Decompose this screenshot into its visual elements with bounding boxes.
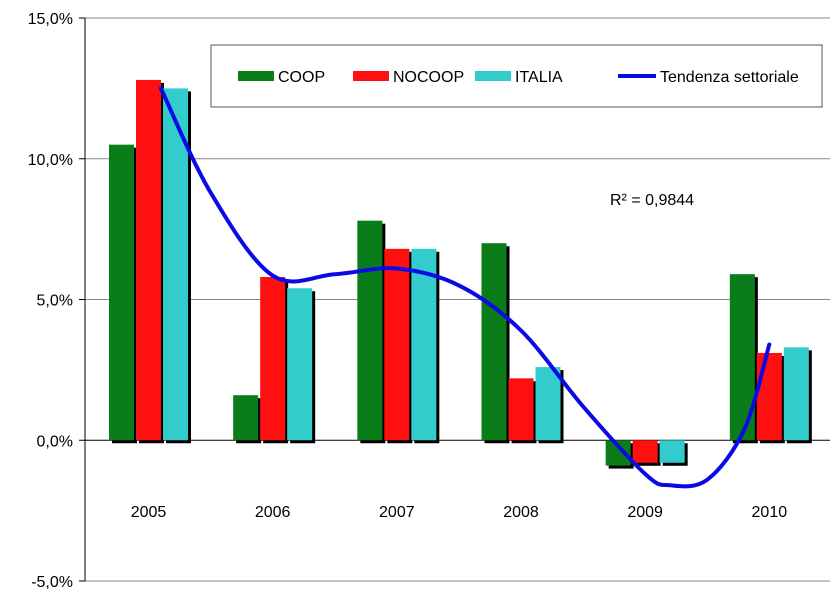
bar-nocoop xyxy=(632,440,658,463)
legend-label: ITALIA xyxy=(515,69,563,86)
bar-italia xyxy=(535,367,561,441)
bar-italia xyxy=(411,248,437,441)
x-tick-label: 2006 xyxy=(255,504,291,521)
bar-nocoop xyxy=(384,248,410,441)
y-tick-label: 10,0% xyxy=(28,152,73,169)
bar-nocoop xyxy=(136,79,161,441)
y-tick-label: 0,0% xyxy=(37,433,73,450)
bar-coop xyxy=(109,144,134,441)
trend-line xyxy=(158,86,772,489)
r-squared-annotation: R² = 0,9844 xyxy=(610,192,694,209)
gridlines xyxy=(85,17,830,582)
x-tick-label: 2008 xyxy=(503,504,539,521)
x-tick-label: 2007 xyxy=(379,504,415,521)
trend-curve xyxy=(158,86,772,489)
legend-swatch xyxy=(353,71,389,81)
legend-swatch xyxy=(238,71,274,81)
bar-coop xyxy=(357,220,383,441)
x-tick-label: 2009 xyxy=(627,504,663,521)
bar-coop xyxy=(481,243,507,441)
bar-italia xyxy=(659,440,685,463)
y-tick-label: 5,0% xyxy=(37,293,73,310)
legend-box xyxy=(210,44,823,108)
bar-coop xyxy=(233,395,259,441)
legend-label: Tendenza settoriale xyxy=(660,69,799,86)
bar-nocoop xyxy=(260,276,286,441)
y-tick-label: 15,0% xyxy=(28,11,73,28)
legend-swatch xyxy=(475,71,511,81)
legend-label: NOCOOP xyxy=(393,69,464,86)
bar-italia xyxy=(783,347,809,441)
bar-nocoop xyxy=(508,378,534,441)
bars xyxy=(109,79,812,469)
y-tick-label: -5,0% xyxy=(31,574,73,591)
x-tick-label: 2005 xyxy=(131,504,167,521)
legend-label: COOP xyxy=(278,69,325,86)
x-tick-label: 2010 xyxy=(752,504,788,521)
bar-italia xyxy=(163,88,188,441)
x-axis: 2005 2006 2007 2008 2009 2010 xyxy=(85,439,830,521)
legend: COOP NOCOOP ITALIA Tendenza settoriale xyxy=(210,44,823,108)
y-axis: -5,0% 0,0% 5,0% 10,0% 15,0% xyxy=(28,11,86,591)
bar-italia xyxy=(287,288,313,441)
bar-nocoop xyxy=(756,352,782,441)
